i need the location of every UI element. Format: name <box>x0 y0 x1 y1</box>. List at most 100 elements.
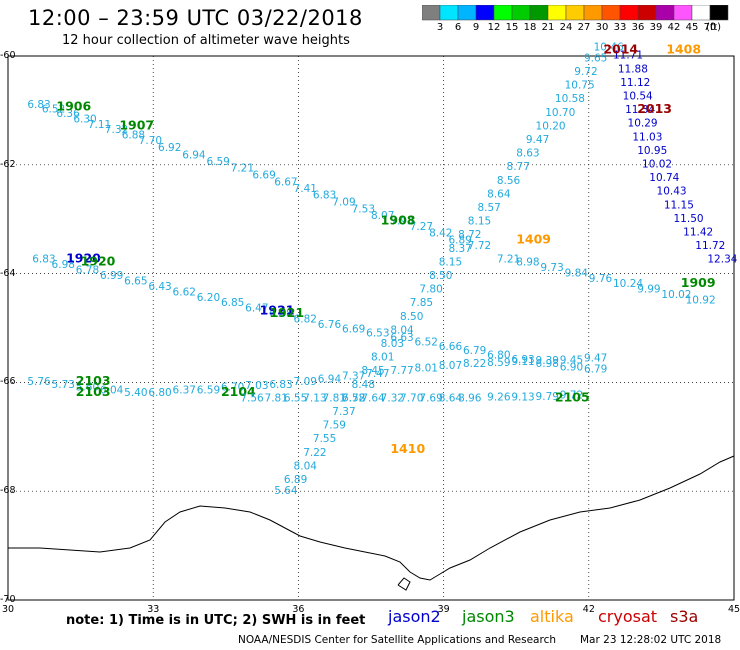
satellite-legend-jason2: jason2 <box>388 607 441 626</box>
wave-height-value: 7.56 <box>240 392 264 404</box>
wave-height-value: 7.41 <box>294 183 317 195</box>
wave-height-value: 6.78 <box>76 265 99 277</box>
pass-time-label: 2105 <box>555 389 590 404</box>
wave-height-value: 5.73 <box>52 379 75 391</box>
wave-height-value: 6.89 <box>448 235 471 247</box>
wave-height-value: 9.39 <box>536 355 559 367</box>
wave-height-value: 6.04 <box>100 384 124 396</box>
wave-height-value: 8.56 <box>497 175 521 187</box>
wave-height-value: 11.15 <box>664 199 694 211</box>
wave-height-value: 7.53 <box>352 204 375 216</box>
wave-height-value: 9.26 <box>487 391 511 403</box>
wave-height-value: 5.64 <box>274 485 298 497</box>
colorbar-tick-label: 36 <box>631 22 645 33</box>
wave-height-value: 6.83 <box>32 254 55 266</box>
wave-height-value: 6.82 <box>294 314 317 326</box>
wave-height-value: 7.32 <box>105 124 128 136</box>
satellite-legend-jason3: jason3 <box>462 607 515 626</box>
latitude-tick-label: -60 <box>0 50 16 61</box>
colorbar-tick-label: 9 <box>472 22 480 33</box>
wave-height-value: 6.30 <box>73 113 96 125</box>
wave-height-value: 11.71 <box>613 50 643 62</box>
wave-height-value: 6.69 <box>342 323 365 335</box>
latitude-tick-label: -62 <box>0 158 16 170</box>
coastline <box>8 455 735 581</box>
track-2103-2104: 5.76 5.73 5.60 6.04 5.40 6.80 6.37 6.59 6.70 7.03… <box>27 353 607 399</box>
wave-height-value: 6.70 <box>221 382 244 394</box>
wave-height-value: 8.63 <box>516 148 539 160</box>
wave-height-value: 7.21 <box>497 254 520 266</box>
wave-height-value: 8.03 <box>381 338 404 350</box>
pass-time-label: 1921 <box>269 305 304 320</box>
wave-height-value: 10.92 <box>686 295 716 307</box>
colorbar-tick-label: 21 <box>541 22 555 33</box>
wave-height-value: 8.07 <box>439 360 462 372</box>
wave-height-value: 7.09 <box>332 197 355 209</box>
wave-height-value: 6.79 <box>463 345 486 357</box>
wave-height-value: 11.42 <box>683 227 713 239</box>
wave-height-value: 6.99 <box>100 270 123 282</box>
wave-height-value: 7.37 <box>332 406 355 418</box>
wave-height-value: 9.76 <box>589 273 613 285</box>
footer-note: note: 1) Time is in UTC; 2) SWH is in fe… <box>66 613 366 628</box>
wave-height-value: 9.99 <box>637 284 660 296</box>
wave-height-value: 5.76 <box>27 376 51 388</box>
wave-height-value: 7.22 <box>303 447 326 459</box>
wave-height-value: 7.11 <box>88 119 111 131</box>
latitude-tick-label: -66 <box>0 376 16 388</box>
wave-height-value: 5.40 <box>124 387 147 399</box>
wave-height-value: 6.80 <box>487 349 510 361</box>
wave-height-value: 8.64 <box>487 188 511 200</box>
wave-height-value: 6.89 <box>284 474 307 486</box>
colorbar-tick-label: 33 <box>613 22 627 33</box>
wave-height-value: 11.72 <box>695 240 725 252</box>
wave-height-value: 7.21 <box>231 162 254 174</box>
wave-height-value: 8.15 <box>439 256 462 268</box>
pass-time-label: 1920 <box>81 253 116 268</box>
colorbar-tick-label: 3 <box>436 22 444 33</box>
wave-height-value: 6.66 <box>439 341 463 353</box>
wave-height-value: 7.69 <box>419 392 442 404</box>
colorbar <box>422 5 729 21</box>
wave-height-value: 6.20 <box>197 292 220 304</box>
wave-height-value: 7.70 <box>139 135 162 147</box>
colorbar-tick-label: 70 <box>703 22 717 33</box>
wave-height-value: 8.50 <box>429 270 452 282</box>
wave-height-value: 10.43 <box>657 186 687 198</box>
pass-time-label: 1906 <box>56 98 91 113</box>
wave-height-value: 6.94 <box>318 373 342 385</box>
wave-height-value: 7.77 <box>390 365 413 377</box>
pass-time-label: 1409 <box>516 232 551 247</box>
satellite-legend-cryosat: cryosat <box>598 607 658 626</box>
longitude-tick-label: 36 <box>292 604 305 615</box>
wave-height-value: 11.50 <box>674 213 704 225</box>
wave-height-value: 8.72 <box>458 229 481 241</box>
wave-height-value: 9.73 <box>540 262 563 274</box>
wave-height-value: 7.59 <box>323 420 346 432</box>
wave-height-value: 7.55 <box>313 433 336 445</box>
satellite-tracks: 6.836.526.366.307.117.326.887.706.926.94… <box>27 41 737 497</box>
pass-time-label: 1408 <box>666 41 701 56</box>
longitude-tick-label: 42 <box>582 604 595 615</box>
longitude-tick-label: 39 <box>437 604 450 615</box>
latitude-tick-label: -70 <box>0 594 16 605</box>
wave-height-value: 6.62 <box>173 286 196 298</box>
wave-height-value: 10.02 <box>661 289 691 301</box>
wave-height-value: 6.47 <box>245 303 268 315</box>
map-frame <box>7 55 735 601</box>
wave-height-value: 8.04 <box>390 324 414 336</box>
footer-credit: NOAA/NESDIS Center for Satellite Applica… <box>238 634 556 646</box>
wave-height-value: 6.80 <box>148 387 171 399</box>
wave-height-value: 8.96 <box>458 392 482 404</box>
wave-height-value: 6.79 <box>584 364 607 376</box>
wave-height-value: 10.75 <box>565 80 595 92</box>
wave-height-value: 9.11 <box>511 356 534 368</box>
wave-height-value: 9.84 <box>565 267 589 279</box>
wave-height-value: 7.09 <box>294 376 317 388</box>
wave-height-value: 6.59 <box>197 384 220 396</box>
wave-height-value: 7.80 <box>419 284 442 296</box>
wave-height-value: 7.13 <box>303 392 326 404</box>
footer-timestamp: Mar 23 12:28:02 UTC 2018 <box>580 634 722 646</box>
wave-height-value: 8.15 <box>468 216 491 228</box>
